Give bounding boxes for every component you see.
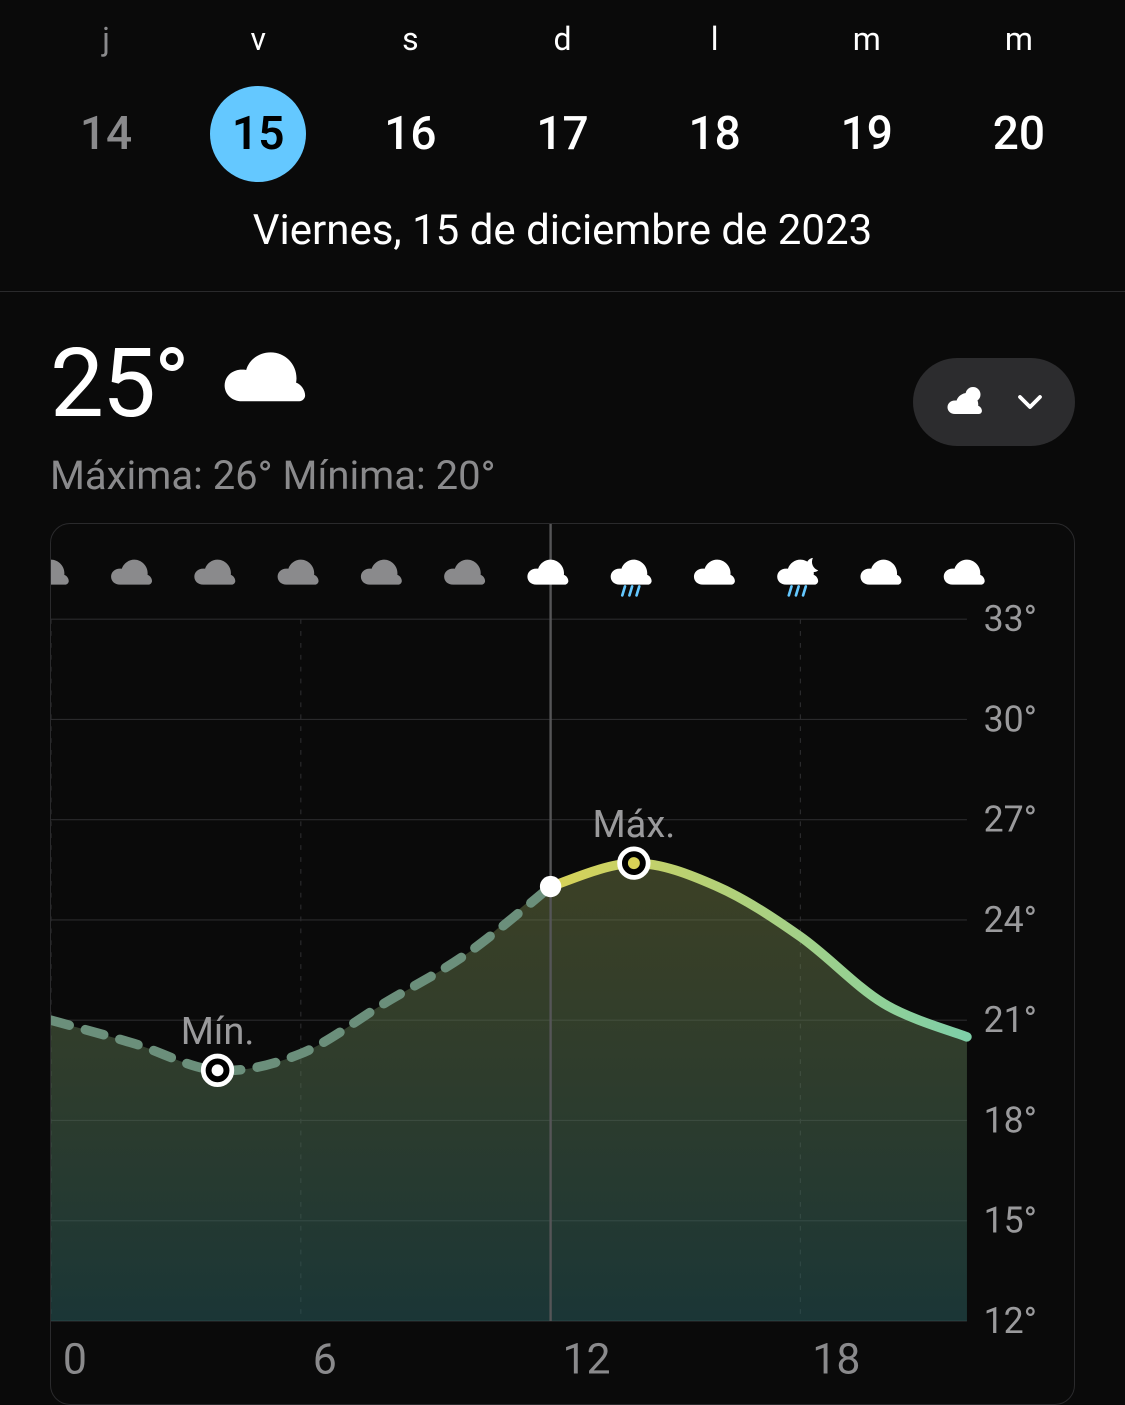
lo-value: 20° bbox=[436, 452, 496, 499]
cloud-white-icon bbox=[944, 560, 985, 585]
hi-lo: Máxima: 26° Mínima: 20° bbox=[50, 452, 496, 499]
current-temp: 25° bbox=[50, 328, 188, 440]
day-17[interactable]: d 17 bbox=[514, 20, 610, 182]
day-number: 19 bbox=[819, 86, 915, 182]
lo-label: Mínima: bbox=[283, 452, 426, 499]
cloud-white-icon bbox=[694, 560, 735, 585]
cloud-grey-icon bbox=[51, 560, 69, 585]
hi-label: Máxima: bbox=[50, 452, 203, 499]
condition-selector-button[interactable] bbox=[913, 358, 1075, 446]
day-19[interactable]: m 19 bbox=[819, 20, 915, 182]
svg-text:33°: 33° bbox=[984, 598, 1037, 640]
svg-text:21°: 21° bbox=[984, 999, 1037, 1041]
hourly-chart[interactable]: Mín. Máx. 12° 15° 18° 21° 24° 27° 30° 33° 0 6 12 18 bbox=[50, 523, 1075, 1405]
svg-text:27°: 27° bbox=[984, 799, 1037, 841]
chart-canvas: Mín. Máx. 12° 15° 18° 21° 24° 27° 30° 33° 0 6 12 18 bbox=[51, 524, 1074, 1404]
night-rain-icon bbox=[777, 558, 818, 595]
cloud-grey-icon bbox=[278, 560, 319, 585]
current-conditions: 25° Máxima: 26° Mínima: 20° bbox=[0, 292, 1125, 499]
day-number: 17 bbox=[514, 86, 610, 182]
cloud-white-icon bbox=[527, 560, 568, 585]
day-number: 14 bbox=[58, 86, 154, 182]
day-number: 18 bbox=[667, 86, 763, 182]
svg-text:12: 12 bbox=[563, 1334, 611, 1384]
day-letter: s bbox=[402, 20, 419, 58]
full-date: Viernes, 15 de diciembre de 2023 bbox=[0, 206, 1125, 292]
day-letter: v bbox=[250, 20, 266, 58]
day-number: 15 bbox=[210, 86, 306, 182]
day-15[interactable]: v 15 bbox=[210, 20, 306, 182]
day-letter: d bbox=[553, 20, 571, 58]
svg-text:0: 0 bbox=[63, 1334, 87, 1384]
day-letter: m bbox=[853, 20, 881, 58]
day-16[interactable]: s 16 bbox=[362, 20, 458, 182]
svg-text:24°: 24° bbox=[984, 899, 1037, 941]
svg-text:18°: 18° bbox=[984, 1099, 1037, 1141]
svg-text:6: 6 bbox=[313, 1334, 337, 1384]
hi-value: 26° bbox=[213, 452, 273, 499]
svg-text:15°: 15° bbox=[984, 1200, 1037, 1242]
chevron-down-icon bbox=[1015, 387, 1045, 417]
cloud-white-icon bbox=[860, 560, 901, 585]
partly-cloudy-icon bbox=[943, 378, 991, 426]
day-selector: j 14 v 15 s 16 d 17 l 18 m 19 m 20 bbox=[0, 0, 1125, 182]
day-number: 20 bbox=[971, 86, 1067, 182]
day-letter: j bbox=[102, 20, 110, 58]
svg-text:12°: 12° bbox=[984, 1300, 1037, 1342]
rain-icon bbox=[611, 560, 652, 596]
svg-text:30°: 30° bbox=[984, 698, 1037, 740]
svg-text:18: 18 bbox=[812, 1334, 860, 1384]
day-14[interactable]: j 14 bbox=[58, 20, 154, 182]
cloud-grey-icon bbox=[444, 560, 485, 585]
cloud-grey-icon bbox=[111, 560, 152, 585]
cloud-icon bbox=[216, 338, 308, 430]
svg-text:Mín.: Mín. bbox=[181, 1010, 255, 1054]
cloud-grey-icon bbox=[361, 560, 402, 585]
day-number: 16 bbox=[362, 86, 458, 182]
cloud-grey-icon bbox=[194, 560, 235, 585]
day-20[interactable]: m 20 bbox=[971, 20, 1067, 182]
day-letter: m bbox=[1005, 20, 1033, 58]
day-18[interactable]: l 18 bbox=[667, 20, 763, 182]
day-letter: l bbox=[711, 20, 719, 58]
svg-text:Máx.: Máx. bbox=[592, 803, 675, 847]
